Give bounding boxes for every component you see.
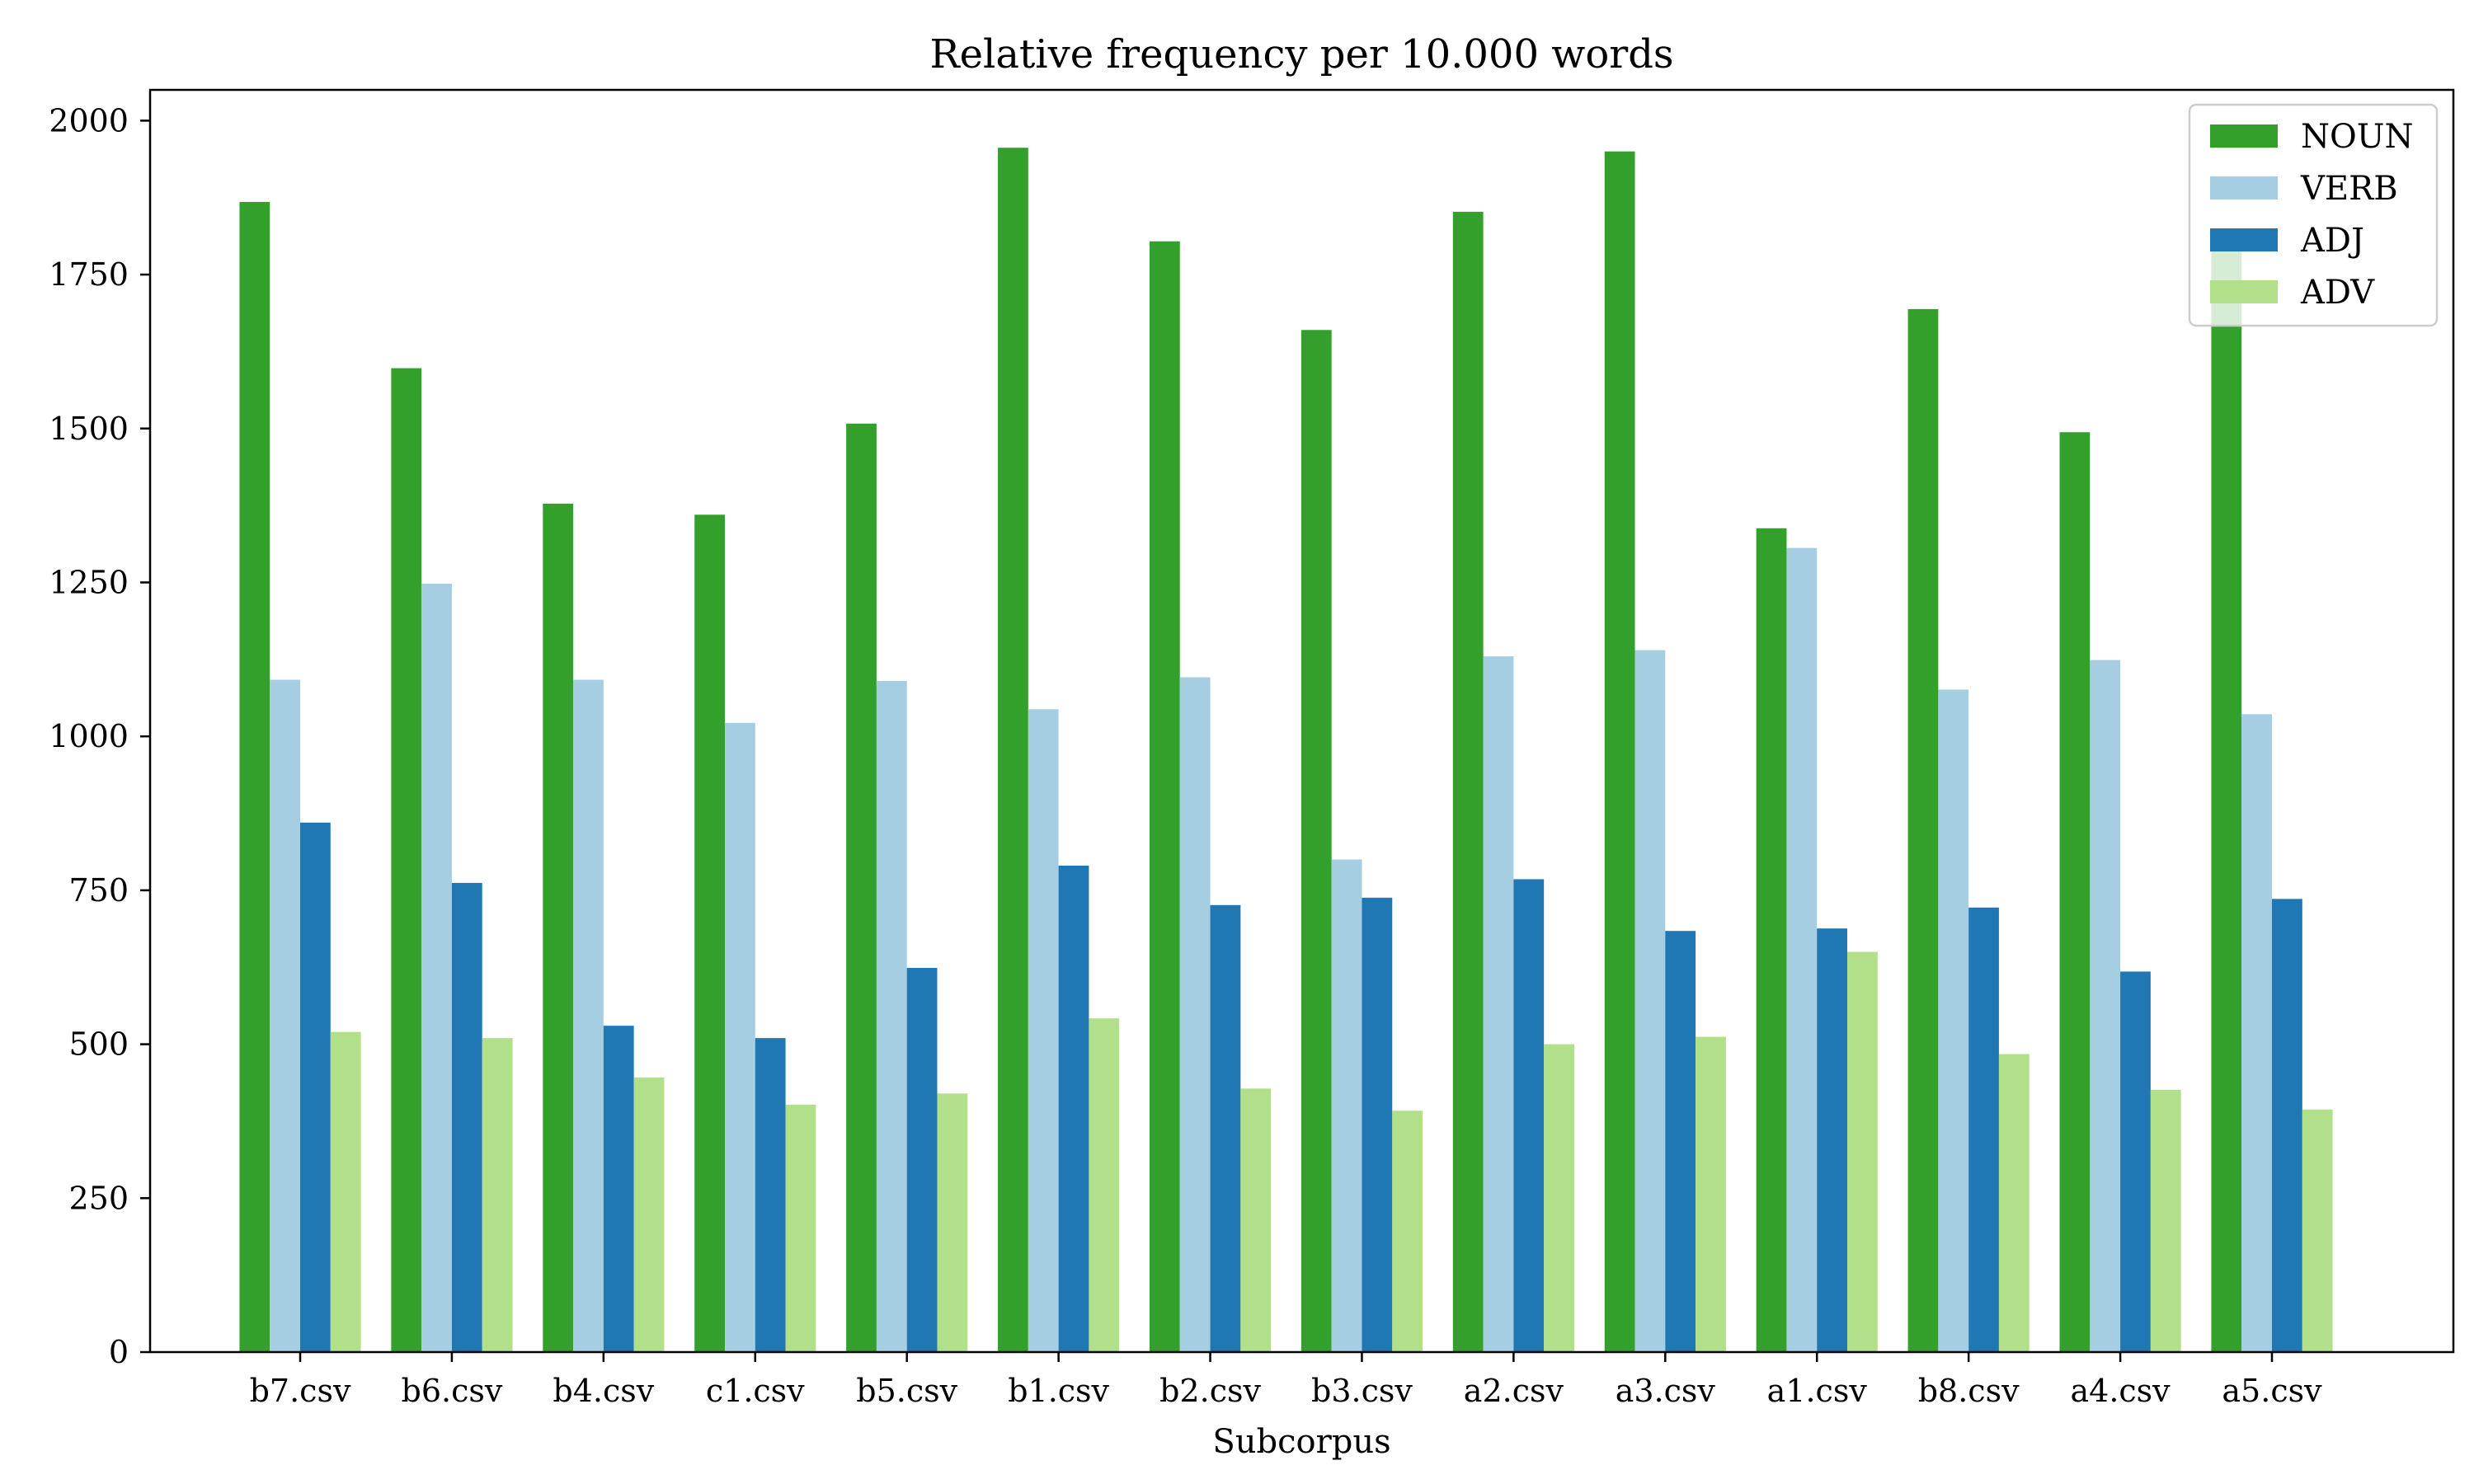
x-tick-label: b1.csv	[1008, 1373, 1109, 1409]
x-tick-label: b5.csv	[856, 1373, 957, 1409]
bar-noun-a2-csv	[1452, 211, 1484, 1352]
bar-noun-a5-csv	[2211, 241, 2242, 1353]
bar-noun-b7-csv	[239, 201, 270, 1352]
y-tick-label: 250	[68, 1180, 129, 1216]
y-tick-label: 1000	[49, 718, 129, 754]
bar-verb-b2-csv	[1179, 677, 1211, 1352]
bar-adj-b4-csv	[603, 1026, 634, 1352]
y-tick-label: 1750	[49, 256, 129, 293]
bar-adj-c1-csv	[755, 1038, 786, 1352]
bar-verb-b3-csv	[1331, 859, 1362, 1352]
bar-adj-a5-csv	[2272, 899, 2302, 1352]
bar-adj-b3-csv	[1362, 897, 1393, 1352]
bar-verb-c1-csv	[724, 722, 755, 1352]
y-tick-label: 500	[68, 1026, 129, 1063]
bar-adj-a3-csv	[1665, 931, 1696, 1352]
bar-noun-b1-csv	[998, 148, 1028, 1353]
legend-box	[2188, 103, 2439, 327]
bar-noun-b6-csv	[391, 368, 422, 1352]
legend-swatch-adj	[2210, 228, 2278, 251]
y-tick-label: 0	[109, 1334, 129, 1370]
legend-label-adv: ADV	[2300, 274, 2375, 312]
bar-adv-b7-csv	[330, 1031, 361, 1352]
bar-adv-a1-csv	[1847, 951, 1878, 1352]
bar-adj-b7-csv	[300, 822, 331, 1352]
bar-noun-a4-csv	[2059, 432, 2091, 1352]
legend: NOUN VERB ADJ ADV	[2188, 103, 2439, 327]
bar-adv-a5-csv	[2302, 1109, 2333, 1352]
bar-verb-a3-csv	[1634, 650, 1666, 1352]
bar-adv-c1-csv	[785, 1104, 816, 1352]
bars-layer	[239, 148, 2333, 1353]
bar-adv-a3-csv	[1696, 1036, 1726, 1352]
legend-swatch-verb	[2210, 176, 2278, 200]
bar-verb-a5-csv	[2241, 714, 2272, 1352]
bar-noun-c1-csv	[694, 514, 725, 1352]
legend-label-adj: ADJ	[2300, 222, 2364, 260]
legend-label-noun: NOUN	[2301, 118, 2414, 156]
bar-adj-a1-csv	[1817, 928, 1848, 1352]
bar-verb-b4-csv	[573, 679, 604, 1352]
bar-verb-b5-csv	[876, 680, 907, 1352]
bar-adv-b5-csv	[937, 1093, 968, 1352]
x-tick-label: a5.csv	[2222, 1373, 2322, 1409]
bar-adj-b6-csv	[451, 882, 482, 1352]
bar-verb-b6-csv	[421, 583, 452, 1352]
bar-verb-b7-csv	[270, 679, 300, 1352]
bar-adv-b4-csv	[633, 1077, 665, 1352]
x-tick-label: b3.csv	[1311, 1373, 1413, 1409]
x-tick-label: b7.csv	[250, 1373, 351, 1409]
plot-frame	[148, 88, 2455, 1354]
bar-verb-b8-csv	[1938, 689, 1969, 1352]
bar-adv-a2-csv	[1544, 1044, 1574, 1352]
bar-verb-a2-csv	[1483, 656, 1514, 1352]
legend-swatch-adv	[2210, 280, 2278, 303]
y-tick-label: 1500	[49, 411, 129, 447]
x-tick-label: c1.csv	[706, 1373, 805, 1409]
legend-swatch-noun	[2210, 124, 2278, 148]
x-tick-label: a4.csv	[2070, 1373, 2171, 1409]
x-tick-label: b8.csv	[1918, 1373, 2020, 1409]
x-tick-label: b2.csv	[1159, 1373, 1261, 1409]
ticks-layer: b7.csv b6.csv b4.csv c1.csv b5.csv b1.csv b2.c…	[49, 102, 2322, 1409]
bar-adj-a2-csv	[1513, 879, 1545, 1352]
bar-noun-b3-csv	[1300, 330, 1332, 1352]
bar-adv-b1-csv	[1089, 1018, 1120, 1352]
y-tick-label: 750	[68, 872, 129, 909]
bar-adj-b5-csv	[906, 967, 938, 1352]
bar-verb-b1-csv	[1028, 709, 1059, 1352]
x-tick-label: b4.csv	[553, 1373, 654, 1409]
bar-adv-b6-csv	[482, 1038, 513, 1352]
x-tick-label: a1.csv	[1767, 1373, 1868, 1409]
x-tick-label: a3.csv	[1616, 1373, 1716, 1409]
bar-adv-b3-csv	[1392, 1111, 1423, 1352]
y-tick-label: 1250	[49, 564, 129, 600]
bar-noun-b4-csv	[543, 503, 574, 1352]
bar-noun-b8-csv	[1907, 308, 1939, 1352]
bar-adj-b2-csv	[1210, 904, 1241, 1352]
x-tick-label: a2.csv	[1464, 1373, 1564, 1409]
y-tick-label: 2000	[49, 102, 129, 139]
x-tick-label: b6.csv	[402, 1373, 503, 1409]
bar-adj-b8-csv	[1968, 907, 1999, 1352]
bar-verb-a4-csv	[2090, 660, 2121, 1352]
x-axis-title: Subcorpus	[1212, 1423, 1390, 1461]
chart-title: Relative frequency per 10.000 words	[929, 31, 1673, 77]
bar-adj-a4-csv	[2120, 971, 2151, 1352]
bar-noun-a1-csv	[1756, 528, 1787, 1352]
bar-noun-b5-csv	[846, 423, 877, 1352]
bar-noun-a3-csv	[1604, 151, 1635, 1353]
bar-adv-a4-csv	[2150, 1089, 2181, 1352]
legend-label-verb: VERB	[2300, 170, 2398, 208]
bar-noun-b2-csv	[1149, 241, 1180, 1353]
bar-adv-b8-csv	[1998, 1054, 2030, 1352]
bar-adv-b2-csv	[1240, 1088, 1272, 1352]
bar-adj-b1-csv	[1058, 866, 1089, 1352]
bar-verb-a1-csv	[1786, 547, 1818, 1352]
